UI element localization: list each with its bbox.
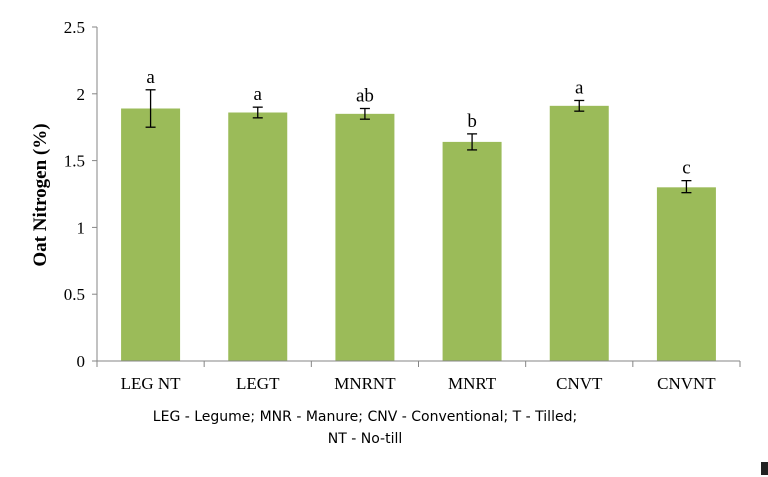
significance-letter: a	[575, 77, 584, 98]
x-axis-title: LEG - Legume; MNR - Manure; CNV - Conven…	[152, 409, 578, 447]
y-tick-label: 2.5	[64, 18, 85, 37]
significance-letter: a	[146, 67, 155, 88]
x-axis: LEG NT LEGT MNRNT MNRT CNVT CNVNT	[96, 360, 741, 393]
significance-letter: ab	[356, 85, 374, 106]
y-axis: 0 0.5 1 1.5 2 2.5	[64, 18, 98, 371]
edge-marker	[761, 462, 768, 475]
error-bars	[145, 89, 692, 194]
x-tick-label: MNRNT	[334, 374, 396, 393]
x-tick-label: CNVT	[556, 374, 603, 393]
y-axis-title: Oat Nitrogen (%)	[30, 123, 51, 266]
bar	[656, 187, 716, 361]
bar	[442, 141, 502, 361]
significance-letter: a	[254, 84, 263, 105]
x-tick-label: LEG NT	[121, 374, 182, 393]
bar	[228, 112, 288, 361]
bar	[335, 113, 395, 361]
significance-letter: b	[467, 111, 477, 132]
y-tick-label: 1.5	[64, 152, 85, 171]
y-tick-label: 1	[77, 218, 86, 237]
significance-letters: a a ab b a c	[146, 67, 690, 179]
x-tick-label: LEGT	[236, 374, 280, 393]
y-tick-label: 0.5	[64, 285, 85, 304]
bars	[121, 105, 716, 361]
y-tick-label: 2	[77, 85, 86, 104]
significance-letter: c	[682, 158, 690, 179]
bar	[549, 105, 609, 361]
y-tick-label: 0	[77, 352, 86, 371]
x-tick-label: MNRT	[448, 374, 497, 393]
bar	[121, 108, 181, 361]
x-tick-label: CNVNT	[657, 374, 716, 393]
